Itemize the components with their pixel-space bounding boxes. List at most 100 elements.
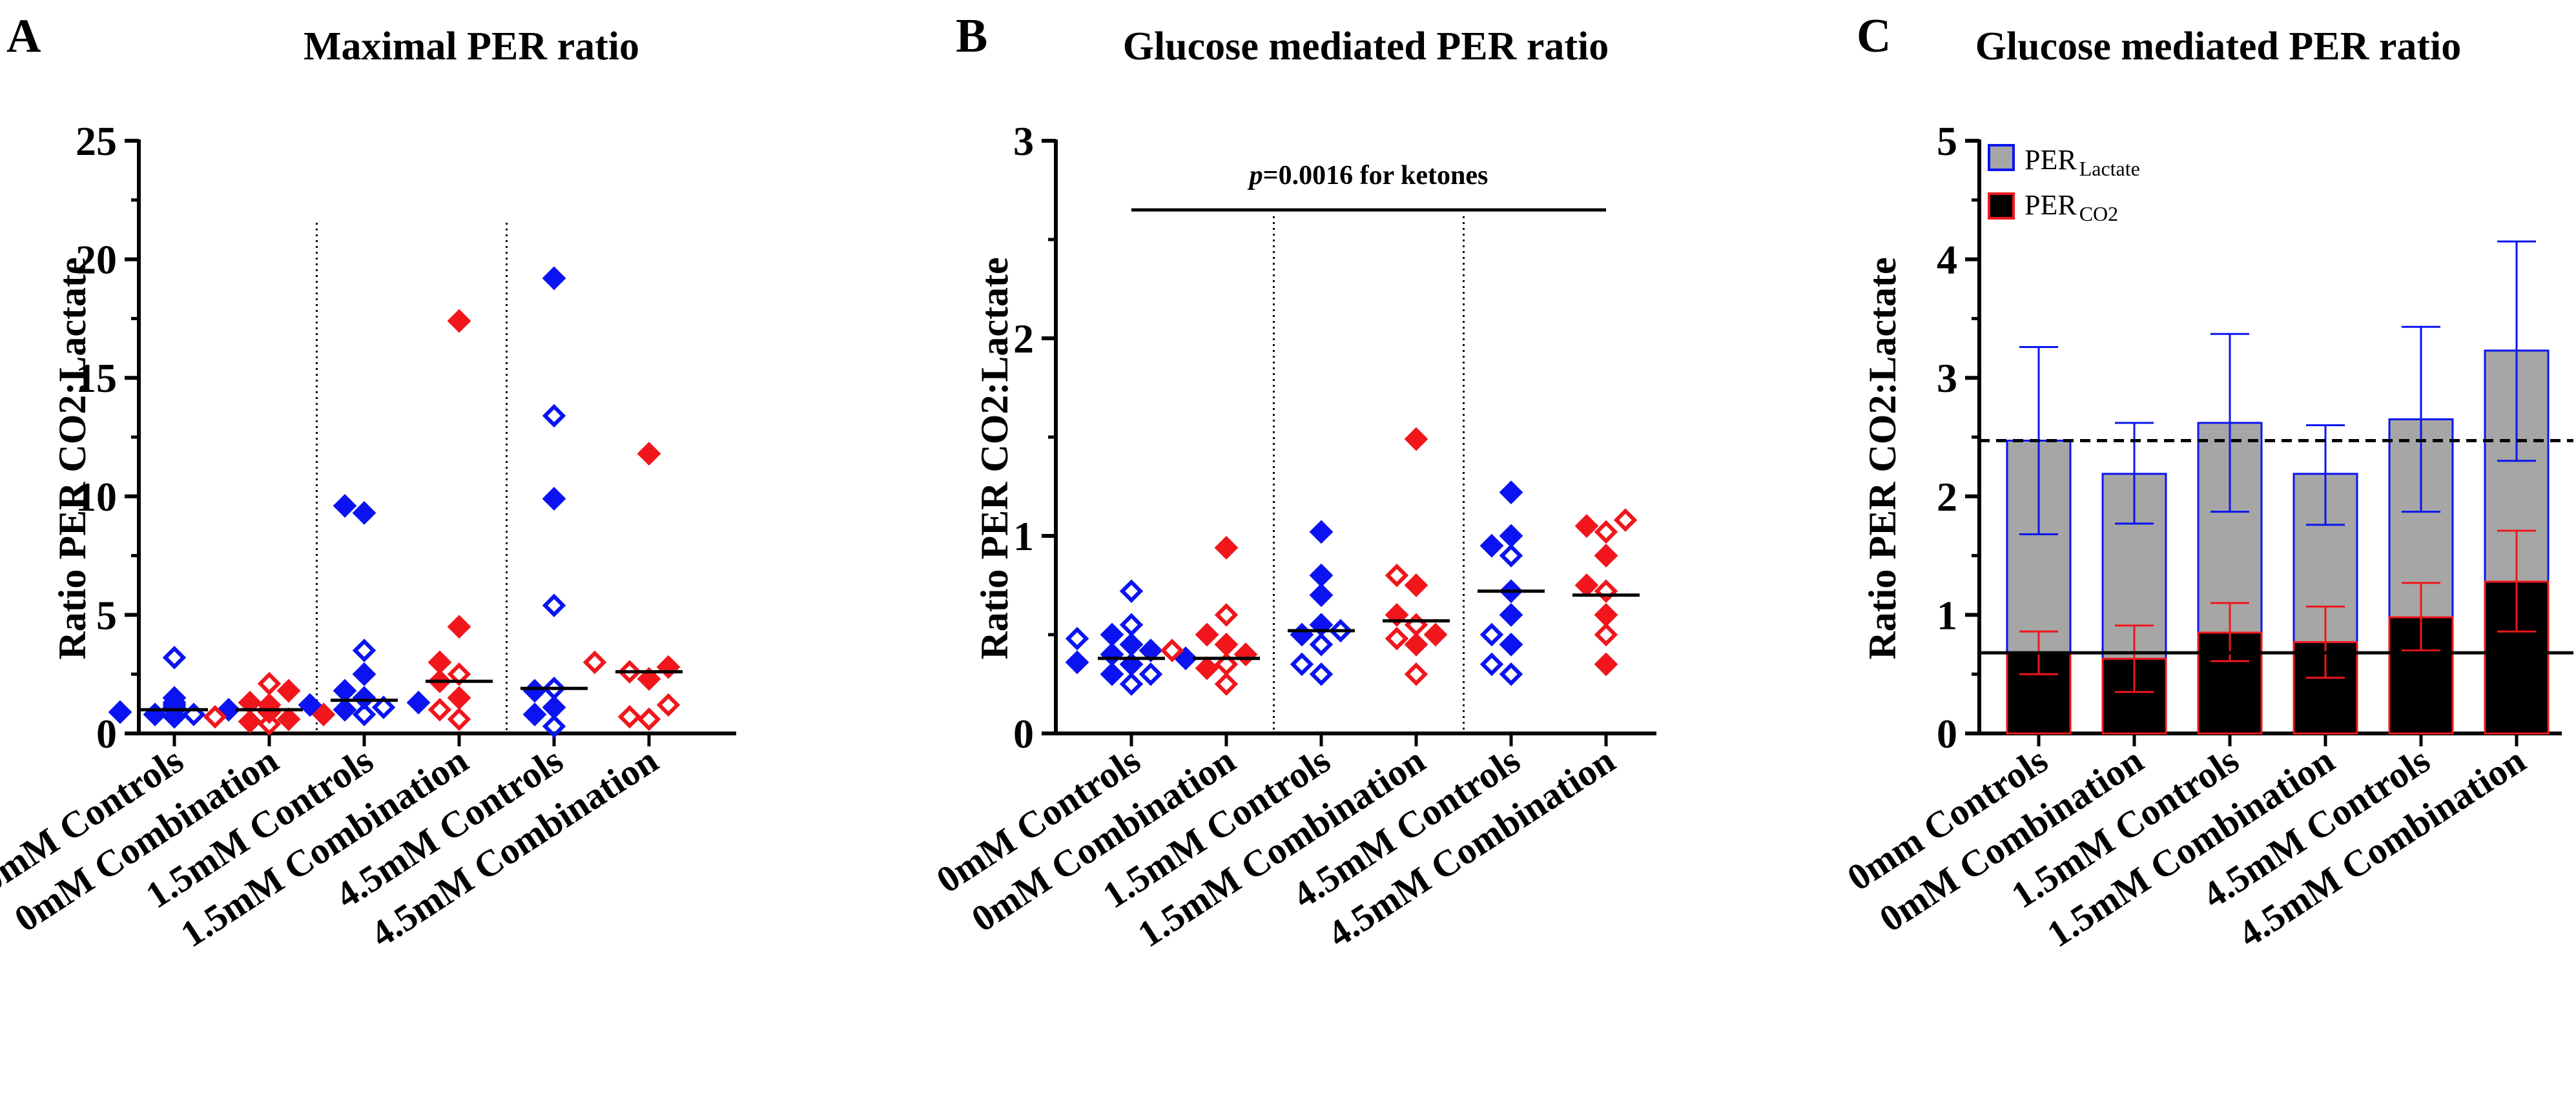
y-tick-label: 20 xyxy=(76,237,117,283)
data-point-filled xyxy=(1404,427,1428,451)
y-tick-label: 0 xyxy=(1013,711,1034,757)
data-point-open xyxy=(542,676,566,701)
data-point-filled xyxy=(1309,583,1334,608)
panel-c-ticks: 0 1 2 3 4 5 xyxy=(1937,118,1979,757)
data-point-open xyxy=(637,707,661,731)
y-tick-label: 3 xyxy=(1937,355,1957,401)
legend-label-co2-sub: CO2 xyxy=(2079,202,2118,225)
data-point-open xyxy=(257,671,282,696)
data-point-filled xyxy=(276,679,301,703)
y-tick-label: 15 xyxy=(76,355,117,401)
legend-swatch-co2 xyxy=(1988,192,2015,220)
panel-letter-b: B xyxy=(956,10,987,63)
data-point-open xyxy=(542,404,566,428)
data-point-filled xyxy=(333,679,357,703)
data-point-open xyxy=(1479,652,1504,677)
data-point-filled xyxy=(1594,544,1618,568)
data-point-open xyxy=(1499,544,1523,568)
data-point-open xyxy=(1119,579,1144,603)
data-point-filled xyxy=(656,655,681,679)
data-point-open xyxy=(1119,613,1144,637)
data-point-open xyxy=(352,702,376,726)
y-tick-label: 3 xyxy=(1013,118,1034,164)
panel-b-ticks: 0 1 2 3 xyxy=(1013,118,1056,757)
y-tick-label: 1 xyxy=(1013,513,1034,559)
data-point-open xyxy=(1309,633,1334,657)
data-point-open xyxy=(617,705,642,729)
data-point-filled xyxy=(238,690,262,715)
y-tick-label: 10 xyxy=(76,474,117,520)
data-point-filled xyxy=(637,442,661,466)
y-tick-label: 2 xyxy=(1937,474,1957,520)
data-point-filled xyxy=(428,650,452,675)
data-point-filled xyxy=(1309,563,1334,588)
data-point-filled xyxy=(447,686,471,710)
data-point-filled xyxy=(1499,480,1523,505)
data-point-filled xyxy=(522,679,547,703)
panel-b-significance: p=0.0016 for ketones xyxy=(1131,161,1606,212)
data-point-filled xyxy=(406,690,431,715)
panel-a-separators xyxy=(316,223,508,733)
data-point-open xyxy=(203,705,227,729)
data-point-open xyxy=(1328,619,1353,643)
data-point-open xyxy=(352,639,376,662)
data-point-filled xyxy=(1574,573,1599,597)
data-point-open xyxy=(582,650,607,675)
data-point-filled xyxy=(1065,650,1089,675)
data-point-filled xyxy=(1290,622,1314,647)
data-point-open xyxy=(447,662,471,686)
data-point-open xyxy=(257,712,282,736)
y-tick-label: 0 xyxy=(96,711,117,757)
panel-b-points xyxy=(1065,427,1640,696)
data-point-open xyxy=(1065,626,1089,651)
panel-b-title: Glucose mediated PER ratio xyxy=(1123,25,1609,68)
data-point-open xyxy=(1214,652,1239,677)
data-point-filled xyxy=(1214,535,1239,560)
data-point-filled xyxy=(1100,642,1124,667)
panel-letter-c: C xyxy=(1857,10,1891,63)
data-point-open xyxy=(617,660,642,684)
data-point-filled xyxy=(143,702,167,727)
data-point-filled xyxy=(1309,613,1334,637)
data-point-open xyxy=(1594,622,1618,647)
significance-label: p=0.0016 for ketones xyxy=(1248,161,1489,190)
data-point-filled xyxy=(1423,622,1448,647)
data-point-open xyxy=(447,707,471,731)
data-point-filled xyxy=(276,707,301,731)
significance-rest: =0.0016 for ketones xyxy=(1263,161,1489,190)
data-point-open xyxy=(1214,603,1239,627)
panel-c: C Glucose mediated PER ratio Ratio PER C… xyxy=(1840,10,2573,956)
panel-b: B Glucose mediated PER ratio Ratio PER C… xyxy=(929,10,1656,956)
data-point-filled xyxy=(1404,632,1428,657)
data-point-open xyxy=(1404,662,1428,686)
data-point-filled xyxy=(1195,622,1219,647)
y-tick-label: 2 xyxy=(1013,316,1034,362)
data-point-filled xyxy=(352,662,376,686)
data-point-open xyxy=(1385,563,1409,588)
legend-label-lactate-sub: Lactate xyxy=(2079,157,2140,180)
data-point-filled xyxy=(333,494,357,518)
panel-a-points xyxy=(108,266,683,739)
data-point-filled xyxy=(1479,533,1504,558)
data-point-filled xyxy=(542,487,566,511)
data-point-open xyxy=(1594,520,1618,544)
data-point-filled xyxy=(311,702,336,727)
data-point-open xyxy=(1385,626,1409,651)
panel-c-ylabel: Ratio PER CO2:Lactate xyxy=(1861,257,1904,659)
data-point-filled xyxy=(1385,602,1409,627)
legend-label-co2: PER CO2 xyxy=(2025,189,2118,225)
data-point-filled xyxy=(1139,639,1163,662)
y-tick-label: 5 xyxy=(96,592,117,638)
significance-p: p xyxy=(1248,161,1263,190)
data-point-filled xyxy=(352,686,376,710)
panel-letter-a: A xyxy=(6,10,41,63)
data-point-filled xyxy=(298,693,322,717)
data-point-filled xyxy=(542,695,566,720)
data-point-open xyxy=(1309,662,1334,686)
panel-a: A Maximal PER ratio Ratio PER CO2:Lactat… xyxy=(0,10,736,956)
data-point-open xyxy=(371,695,396,719)
data-point-open xyxy=(542,593,566,617)
data-point-filled xyxy=(333,697,357,722)
